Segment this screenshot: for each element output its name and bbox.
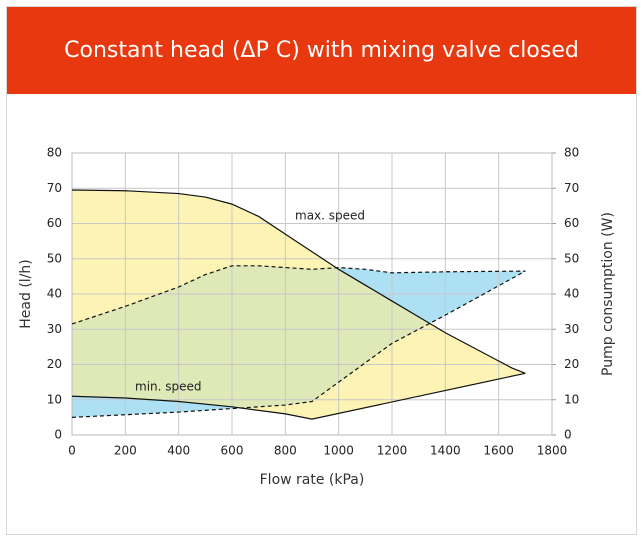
power-line — [71, 270, 526, 418]
x-tick-label: 1000 — [323, 444, 354, 458]
y-tick-label: 40 — [47, 287, 62, 301]
head-line — [71, 189, 526, 374]
annotation: min. speed — [135, 380, 202, 394]
x-tick-label: 1400 — [430, 444, 461, 458]
y-tick-label: 70 — [47, 181, 62, 195]
y2-tick-label: 10 — [564, 392, 579, 406]
annotation: max. speed — [295, 209, 365, 223]
x-tick-label: 600 — [221, 444, 244, 458]
y-tick-label: 30 — [47, 322, 62, 336]
power-line — [71, 265, 526, 325]
y-tick-label: 10 — [47, 392, 62, 406]
y2-tick-label: 50 — [564, 251, 579, 265]
y-tick-label: 60 — [47, 216, 62, 230]
y2-tick-label: 30 — [564, 322, 579, 336]
x-tick-label: 1800 — [537, 444, 568, 458]
y2-axis-label: Pump consumption (W) — [600, 212, 616, 376]
head-line — [71, 372, 526, 420]
y-tick-label: 0 — [54, 428, 62, 442]
x-tick-label: 0 — [68, 444, 76, 458]
y2-tick-label: 60 — [564, 216, 579, 230]
x-tick-label: 400 — [167, 444, 190, 458]
plot-frame — [71, 152, 553, 436]
x-tick-label: 800 — [274, 444, 297, 458]
y2-tick-label: 0 — [564, 428, 572, 442]
y-tick-label: 50 — [47, 251, 62, 265]
x-tick-label: 1200 — [377, 444, 408, 458]
y-axis-label: Head (l/h) — [18, 259, 34, 328]
x-axis-label: Flow rate (kPa) — [260, 472, 365, 488]
chart-title: Constant head (ΔP C) with mixing valve c… — [7, 7, 636, 94]
y2-tick-label: 40 — [564, 287, 579, 301]
y-tick-label: 80 — [47, 146, 62, 160]
x-tick-label: 200 — [114, 444, 137, 458]
y-tick-label: 20 — [47, 357, 62, 371]
y2-tick-label: 20 — [564, 357, 579, 371]
y2-tick-label: 80 — [564, 146, 579, 160]
x-tick-label: 1600 — [483, 444, 514, 458]
y2-tick-label: 70 — [564, 181, 579, 195]
